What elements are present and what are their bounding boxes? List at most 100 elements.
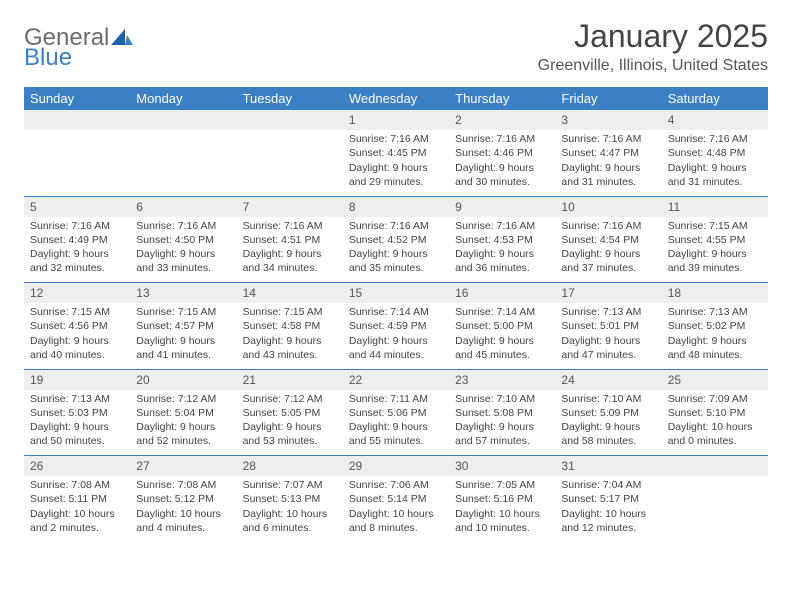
day-number: 6: [130, 197, 236, 217]
calendar-day-cell: 21Sunrise: 7:12 AMSunset: 5:05 PMDayligh…: [237, 370, 343, 456]
calendar-day-cell: 23Sunrise: 7:10 AMSunset: 5:08 PMDayligh…: [449, 370, 555, 456]
day-details: Sunrise: 7:08 AMSunset: 5:12 PMDaylight:…: [130, 476, 236, 539]
day-details: Sunrise: 7:13 AMSunset: 5:03 PMDaylight:…: [24, 390, 130, 453]
day-number: 27: [130, 456, 236, 476]
calendar-empty-cell: [130, 110, 236, 196]
day-details: Sunrise: 7:16 AMSunset: 4:48 PMDaylight:…: [662, 130, 768, 193]
day-number: 11: [662, 197, 768, 217]
calendar-day-cell: 30Sunrise: 7:05 AMSunset: 5:16 PMDayligh…: [449, 456, 555, 542]
calendar-table: SundayMondayTuesdayWednesdayThursdayFrid…: [24, 87, 768, 542]
day-number: 26: [24, 456, 130, 476]
calendar-week-row: 26Sunrise: 7:08 AMSunset: 5:11 PMDayligh…: [24, 456, 768, 542]
day-details: Sunrise: 7:11 AMSunset: 5:06 PMDaylight:…: [343, 390, 449, 453]
day-number: 5: [24, 197, 130, 217]
day-details: Sunrise: 7:15 AMSunset: 4:58 PMDaylight:…: [237, 303, 343, 366]
calendar-day-cell: 16Sunrise: 7:14 AMSunset: 5:00 PMDayligh…: [449, 283, 555, 369]
calendar-day-cell: 25Sunrise: 7:09 AMSunset: 5:10 PMDayligh…: [662, 370, 768, 456]
calendar-empty-cell: [237, 110, 343, 196]
calendar-day-cell: 5Sunrise: 7:16 AMSunset: 4:49 PMDaylight…: [24, 197, 130, 283]
day-details: Sunrise: 7:14 AMSunset: 5:00 PMDaylight:…: [449, 303, 555, 366]
calendar-day-cell: 28Sunrise: 7:07 AMSunset: 5:13 PMDayligh…: [237, 456, 343, 542]
day-number: 28: [237, 456, 343, 476]
day-number: 13: [130, 283, 236, 303]
weekday-header: Tuesday: [237, 87, 343, 110]
calendar-day-cell: 4Sunrise: 7:16 AMSunset: 4:48 PMDaylight…: [662, 110, 768, 196]
calendar-day-cell: 7Sunrise: 7:16 AMSunset: 4:51 PMDaylight…: [237, 197, 343, 283]
day-details: Sunrise: 7:07 AMSunset: 5:13 PMDaylight:…: [237, 476, 343, 539]
weekday-header: Thursday: [449, 87, 555, 110]
day-number: 1: [343, 110, 449, 130]
day-details: Sunrise: 7:05 AMSunset: 5:16 PMDaylight:…: [449, 476, 555, 539]
day-details: Sunrise: 7:15 AMSunset: 4:56 PMDaylight:…: [24, 303, 130, 366]
day-details: Sunrise: 7:16 AMSunset: 4:45 PMDaylight:…: [343, 130, 449, 193]
calendar-week-row: 12Sunrise: 7:15 AMSunset: 4:56 PMDayligh…: [24, 283, 768, 369]
calendar-day-cell: 13Sunrise: 7:15 AMSunset: 4:57 PMDayligh…: [130, 283, 236, 369]
day-details: Sunrise: 7:16 AMSunset: 4:52 PMDaylight:…: [343, 217, 449, 280]
weekday-header: Friday: [555, 87, 661, 110]
day-details: Sunrise: 7:08 AMSunset: 5:11 PMDaylight:…: [24, 476, 130, 539]
day-number: 29: [343, 456, 449, 476]
day-number: 22: [343, 370, 449, 390]
day-number: 19: [24, 370, 130, 390]
day-details: Sunrise: 7:16 AMSunset: 4:46 PMDaylight:…: [449, 130, 555, 193]
calendar-day-cell: 15Sunrise: 7:14 AMSunset: 4:59 PMDayligh…: [343, 283, 449, 369]
calendar-day-cell: 11Sunrise: 7:15 AMSunset: 4:55 PMDayligh…: [662, 197, 768, 283]
day-details: Sunrise: 7:10 AMSunset: 5:09 PMDaylight:…: [555, 390, 661, 453]
calendar-day-cell: 22Sunrise: 7:11 AMSunset: 5:06 PMDayligh…: [343, 370, 449, 456]
calendar-day-cell: 31Sunrise: 7:04 AMSunset: 5:17 PMDayligh…: [555, 456, 661, 542]
calendar-week-row: 19Sunrise: 7:13 AMSunset: 5:03 PMDayligh…: [24, 370, 768, 456]
calendar-empty-cell: [662, 456, 768, 542]
calendar-day-cell: 20Sunrise: 7:12 AMSunset: 5:04 PMDayligh…: [130, 370, 236, 456]
day-number: 16: [449, 283, 555, 303]
day-number: 25: [662, 370, 768, 390]
day-details: Sunrise: 7:12 AMSunset: 5:05 PMDaylight:…: [237, 390, 343, 453]
calendar-day-cell: 10Sunrise: 7:16 AMSunset: 4:54 PMDayligh…: [555, 197, 661, 283]
calendar-day-cell: 14Sunrise: 7:15 AMSunset: 4:58 PMDayligh…: [237, 283, 343, 369]
day-number: 12: [24, 283, 130, 303]
day-details: Sunrise: 7:06 AMSunset: 5:14 PMDaylight:…: [343, 476, 449, 539]
calendar-day-cell: 24Sunrise: 7:10 AMSunset: 5:09 PMDayligh…: [555, 370, 661, 456]
day-number: 9: [449, 197, 555, 217]
day-details: Sunrise: 7:15 AMSunset: 4:57 PMDaylight:…: [130, 303, 236, 366]
day-number: 24: [555, 370, 661, 390]
calendar-week-row: 1Sunrise: 7:16 AMSunset: 4:45 PMDaylight…: [24, 110, 768, 196]
calendar-body: 1Sunrise: 7:16 AMSunset: 4:45 PMDaylight…: [24, 110, 768, 542]
weekday-header: Monday: [130, 87, 236, 110]
day-details: Sunrise: 7:16 AMSunset: 4:47 PMDaylight:…: [555, 130, 661, 193]
day-number: 8: [343, 197, 449, 217]
day-number: 4: [662, 110, 768, 130]
day-details: Sunrise: 7:14 AMSunset: 4:59 PMDaylight:…: [343, 303, 449, 366]
calendar-day-cell: 27Sunrise: 7:08 AMSunset: 5:12 PMDayligh…: [130, 456, 236, 542]
day-details: Sunrise: 7:15 AMSunset: 4:55 PMDaylight:…: [662, 217, 768, 280]
logo-text-blue: Blue: [24, 44, 72, 72]
month-title: January 2025: [538, 18, 768, 55]
calendar-day-cell: 1Sunrise: 7:16 AMSunset: 4:45 PMDaylight…: [343, 110, 449, 196]
day-number: 31: [555, 456, 661, 476]
day-number: 3: [555, 110, 661, 130]
weekday-header: Saturday: [662, 87, 768, 110]
day-number: 30: [449, 456, 555, 476]
day-details: Sunrise: 7:04 AMSunset: 5:17 PMDaylight:…: [555, 476, 661, 539]
day-details: Sunrise: 7:13 AMSunset: 5:02 PMDaylight:…: [662, 303, 768, 366]
day-number: 20: [130, 370, 236, 390]
day-number: 2: [449, 110, 555, 130]
day-details: Sunrise: 7:16 AMSunset: 4:49 PMDaylight:…: [24, 217, 130, 280]
day-details: Sunrise: 7:12 AMSunset: 5:04 PMDaylight:…: [130, 390, 236, 453]
calendar-day-cell: 26Sunrise: 7:08 AMSunset: 5:11 PMDayligh…: [24, 456, 130, 542]
day-number: 15: [343, 283, 449, 303]
day-details: Sunrise: 7:16 AMSunset: 4:53 PMDaylight:…: [449, 217, 555, 280]
day-number: 7: [237, 197, 343, 217]
calendar-day-cell: 17Sunrise: 7:13 AMSunset: 5:01 PMDayligh…: [555, 283, 661, 369]
calendar-day-cell: 29Sunrise: 7:06 AMSunset: 5:14 PMDayligh…: [343, 456, 449, 542]
calendar-day-cell: 18Sunrise: 7:13 AMSunset: 5:02 PMDayligh…: [662, 283, 768, 369]
location: Greenville, Illinois, United States: [538, 57, 768, 75]
title-block: January 2025 Greenville, Illinois, Unite…: [538, 18, 768, 81]
day-number: 23: [449, 370, 555, 390]
day-details: Sunrise: 7:16 AMSunset: 4:51 PMDaylight:…: [237, 217, 343, 280]
weekday-header: Wednesday: [343, 87, 449, 110]
day-number: 17: [555, 283, 661, 303]
calendar-empty-cell: [24, 110, 130, 196]
day-number: 21: [237, 370, 343, 390]
day-details: Sunrise: 7:16 AMSunset: 4:54 PMDaylight:…: [555, 217, 661, 280]
day-details: Sunrise: 7:13 AMSunset: 5:01 PMDaylight:…: [555, 303, 661, 366]
